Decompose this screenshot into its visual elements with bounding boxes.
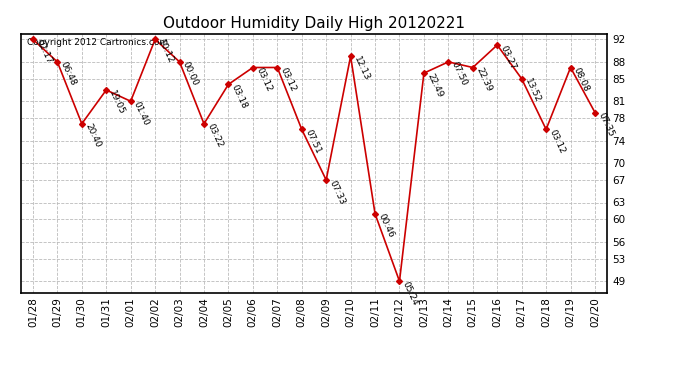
Text: 05:24: 05:24 xyxy=(401,280,420,307)
Text: 07:33: 07:33 xyxy=(328,178,346,206)
Text: 03:22: 03:22 xyxy=(206,122,224,149)
Text: 07:35: 07:35 xyxy=(596,111,615,138)
Text: 07:50: 07:50 xyxy=(450,60,469,88)
Text: 03:27: 03:27 xyxy=(499,44,518,71)
Text: 20:40: 20:40 xyxy=(83,122,102,149)
Text: 00:00: 00:00 xyxy=(181,60,200,88)
Text: Copyright 2012 Cartronics.com: Copyright 2012 Cartronics.com xyxy=(26,38,168,46)
Text: 22:49: 22:49 xyxy=(425,72,444,99)
Text: 03:12: 03:12 xyxy=(279,66,297,93)
Text: 03:12: 03:12 xyxy=(254,66,273,93)
Text: 02:17: 02:17 xyxy=(34,38,53,65)
Text: 07:51: 07:51 xyxy=(303,128,322,155)
Title: Outdoor Humidity Daily High 20120221: Outdoor Humidity Daily High 20120221 xyxy=(163,16,465,31)
Text: 03:12: 03:12 xyxy=(547,128,566,155)
Text: 01:40: 01:40 xyxy=(132,100,151,127)
Text: 13:52: 13:52 xyxy=(523,77,542,105)
Text: 10:12: 10:12 xyxy=(157,38,175,65)
Text: 19:05: 19:05 xyxy=(108,88,127,116)
Text: 06:48: 06:48 xyxy=(59,60,78,88)
Text: 12:13: 12:13 xyxy=(352,55,371,82)
Text: 22:39: 22:39 xyxy=(474,66,493,93)
Text: 00:46: 00:46 xyxy=(377,212,395,240)
Text: 03:18: 03:18 xyxy=(230,83,249,110)
Text: 08:08: 08:08 xyxy=(572,66,591,93)
